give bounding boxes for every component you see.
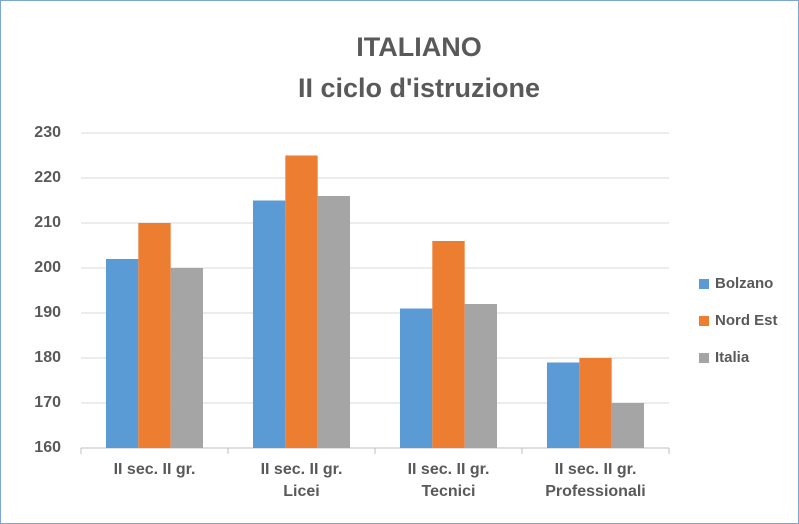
bar [285,155,318,448]
bar [432,241,465,448]
bar [546,362,580,448]
y-tick-label: 220 [34,169,61,186]
bar [138,223,171,448]
x-tick-label: II sec. II gr. Tecnici [407,461,490,500]
bar [399,308,433,448]
y-tick-label: 200 [34,259,61,276]
y-tick-label: 160 [34,439,61,456]
legend-swatch [699,353,709,363]
bar [317,196,351,448]
bar [579,358,612,448]
bar [170,268,204,448]
chart-subtitle: II ciclo d'istruzione [298,73,540,103]
x-tick-label: II sec. II gr. Professionali [545,461,646,500]
legend-swatch [699,279,709,289]
chart-title: ITALIANO [356,32,481,62]
bar [611,403,645,448]
bar [105,259,139,448]
y-tick-label: 170 [34,394,61,411]
legend-label: Bolzano [715,275,773,292]
y-tick-label: 180 [34,349,61,366]
legend-swatch [699,316,709,326]
bar [464,304,498,448]
y-tick-label: 190 [34,304,61,321]
y-tick-label: 210 [34,214,61,231]
y-tick-label: 230 [34,124,61,141]
legend-label: Nord Est [715,312,778,329]
bar [252,200,286,448]
x-tick-label: II sec. II gr. [113,461,196,478]
legend-label: Italia [715,349,750,366]
x-tick-label: II sec. II gr. Licei [260,461,343,500]
